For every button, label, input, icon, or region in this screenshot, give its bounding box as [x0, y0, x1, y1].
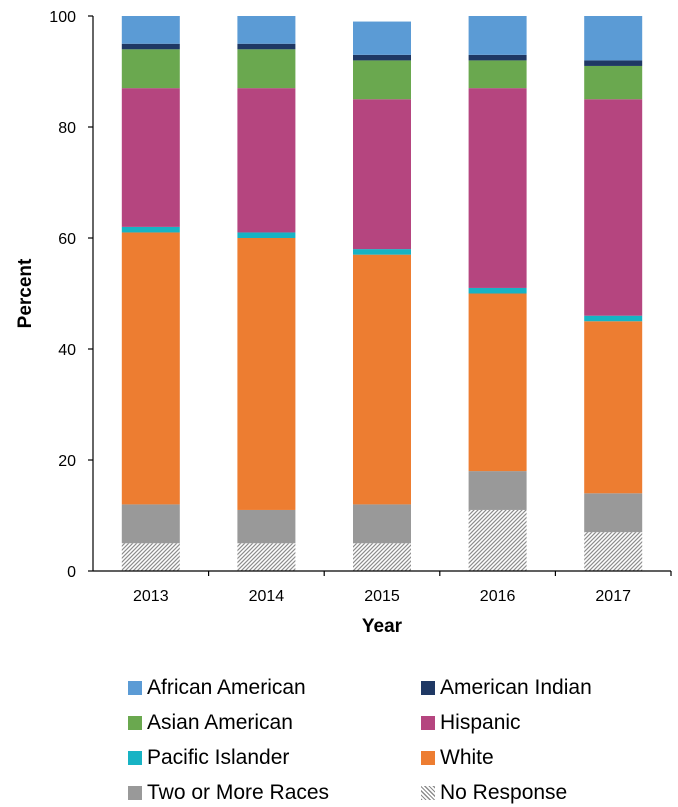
bar-no-response-2014 — [237, 543, 296, 571]
bar-pacific-islander-2017 — [584, 315, 643, 322]
bar-pacific-islander-2013 — [121, 226, 180, 233]
bar-no-response-2016 — [468, 509, 527, 571]
legend-swatch — [128, 681, 142, 695]
bar-hispanic-2013 — [121, 88, 180, 227]
legend-item-african-american: African American — [128, 676, 306, 700]
y-tick-label: 0 — [67, 564, 76, 581]
legend-item-white: White — [421, 746, 494, 770]
bar-american-indian-2013 — [121, 43, 180, 50]
legend-label: White — [440, 746, 494, 769]
axes-layer — [92, 16, 671, 572]
legend-item-asian-american: Asian American — [128, 711, 293, 735]
legend-label: Asian American — [147, 711, 293, 734]
x-tick-label: 2013 — [133, 588, 169, 605]
legend-label: No Response — [440, 781, 568, 804]
legend-swatch — [128, 786, 142, 800]
bar-two-or-more-races-2016 — [468, 471, 527, 510]
bar-american-indian-2016 — [468, 54, 527, 61]
bar-african-american-2017 — [584, 16, 643, 61]
x-axis-title: Year — [362, 616, 403, 637]
legend-label: Two or More Races — [147, 781, 330, 804]
bar-american-indian-2014 — [237, 43, 296, 50]
y-axis-title: Percent — [15, 258, 36, 328]
bar-african-american-2014 — [237, 16, 296, 44]
bar-american-indian-2015 — [353, 54, 411, 61]
y-tick-label: 100 — [49, 9, 76, 26]
x-tick-labels: 2013 2014 2015 2016 2017 — [133, 571, 672, 605]
legend-swatch — [421, 786, 435, 800]
legend-item-no-response: No Response — [421, 781, 567, 805]
bar-pacific-islander-2014 — [237, 232, 296, 238]
bar-two-or-more-races-2015 — [353, 504, 411, 544]
legend-label: American Indian — [440, 676, 592, 699]
legend-item-pacific-islander: Pacific Islander — [128, 746, 289, 770]
bar-african-american-2013 — [121, 16, 180, 44]
bar-asian-american-2013 — [121, 49, 180, 89]
bar-white-2014 — [237, 238, 296, 510]
bar-hispanic-2017 — [584, 99, 643, 316]
x-tick-label: 2017 — [595, 588, 631, 605]
bar-asian-american-2016 — [468, 60, 527, 89]
bar-hispanic-2015 — [353, 99, 411, 250]
bar-asian-american-2014 — [237, 49, 296, 89]
bar-white-2015 — [353, 254, 411, 505]
x-tick-label: 2015 — [364, 588, 400, 605]
legend-swatch — [128, 716, 142, 730]
bar-no-response-2013 — [121, 543, 180, 571]
bar-pacific-islander-2015 — [353, 249, 411, 255]
y-tick-labels: 0 20 40 60 80 100 — [49, 9, 93, 581]
bar-african-american-2016 — [468, 16, 527, 55]
bar-asian-american-2017 — [584, 65, 643, 100]
legend-swatch — [421, 751, 435, 765]
bar-white-2013 — [121, 232, 180, 505]
legend-swatch — [421, 716, 435, 730]
bar-white-2016 — [468, 293, 527, 472]
bar-no-response-2017 — [584, 532, 643, 571]
bar-two-or-more-races-2013 — [121, 504, 180, 544]
bar-american-indian-2017 — [584, 60, 643, 66]
bar-asian-american-2015 — [353, 60, 411, 100]
bars-layer — [121, 16, 643, 571]
legend-item-hispanic: Hispanic — [421, 711, 521, 735]
legend-item-two-or-more-races: Two or More Races — [128, 781, 329, 805]
y-tick-label: 60 — [58, 231, 76, 248]
bar-pacific-islander-2016 — [468, 287, 527, 294]
legend-label: African American — [147, 676, 306, 699]
legend-swatch — [128, 751, 142, 765]
bar-white-2017 — [584, 321, 643, 494]
legend-label: Pacific Islander — [147, 746, 290, 769]
x-tick-label: 2016 — [480, 588, 516, 605]
bar-two-or-more-races-2017 — [584, 493, 643, 533]
bar-no-response-2015 — [353, 543, 411, 571]
x-tick-label: 2014 — [249, 588, 285, 605]
y-tick-label: 20 — [58, 453, 76, 470]
legend-label: Hispanic — [440, 711, 521, 734]
legend-item-american-indian: American Indian — [421, 676, 592, 700]
bar-hispanic-2016 — [468, 88, 527, 288]
bar-two-or-more-races-2014 — [237, 509, 296, 544]
y-tick-label: 80 — [58, 120, 76, 137]
y-tick-label: 40 — [58, 342, 76, 359]
bar-african-american-2015 — [353, 21, 411, 55]
legend-swatch — [421, 681, 435, 695]
bar-hispanic-2014 — [237, 88, 296, 233]
